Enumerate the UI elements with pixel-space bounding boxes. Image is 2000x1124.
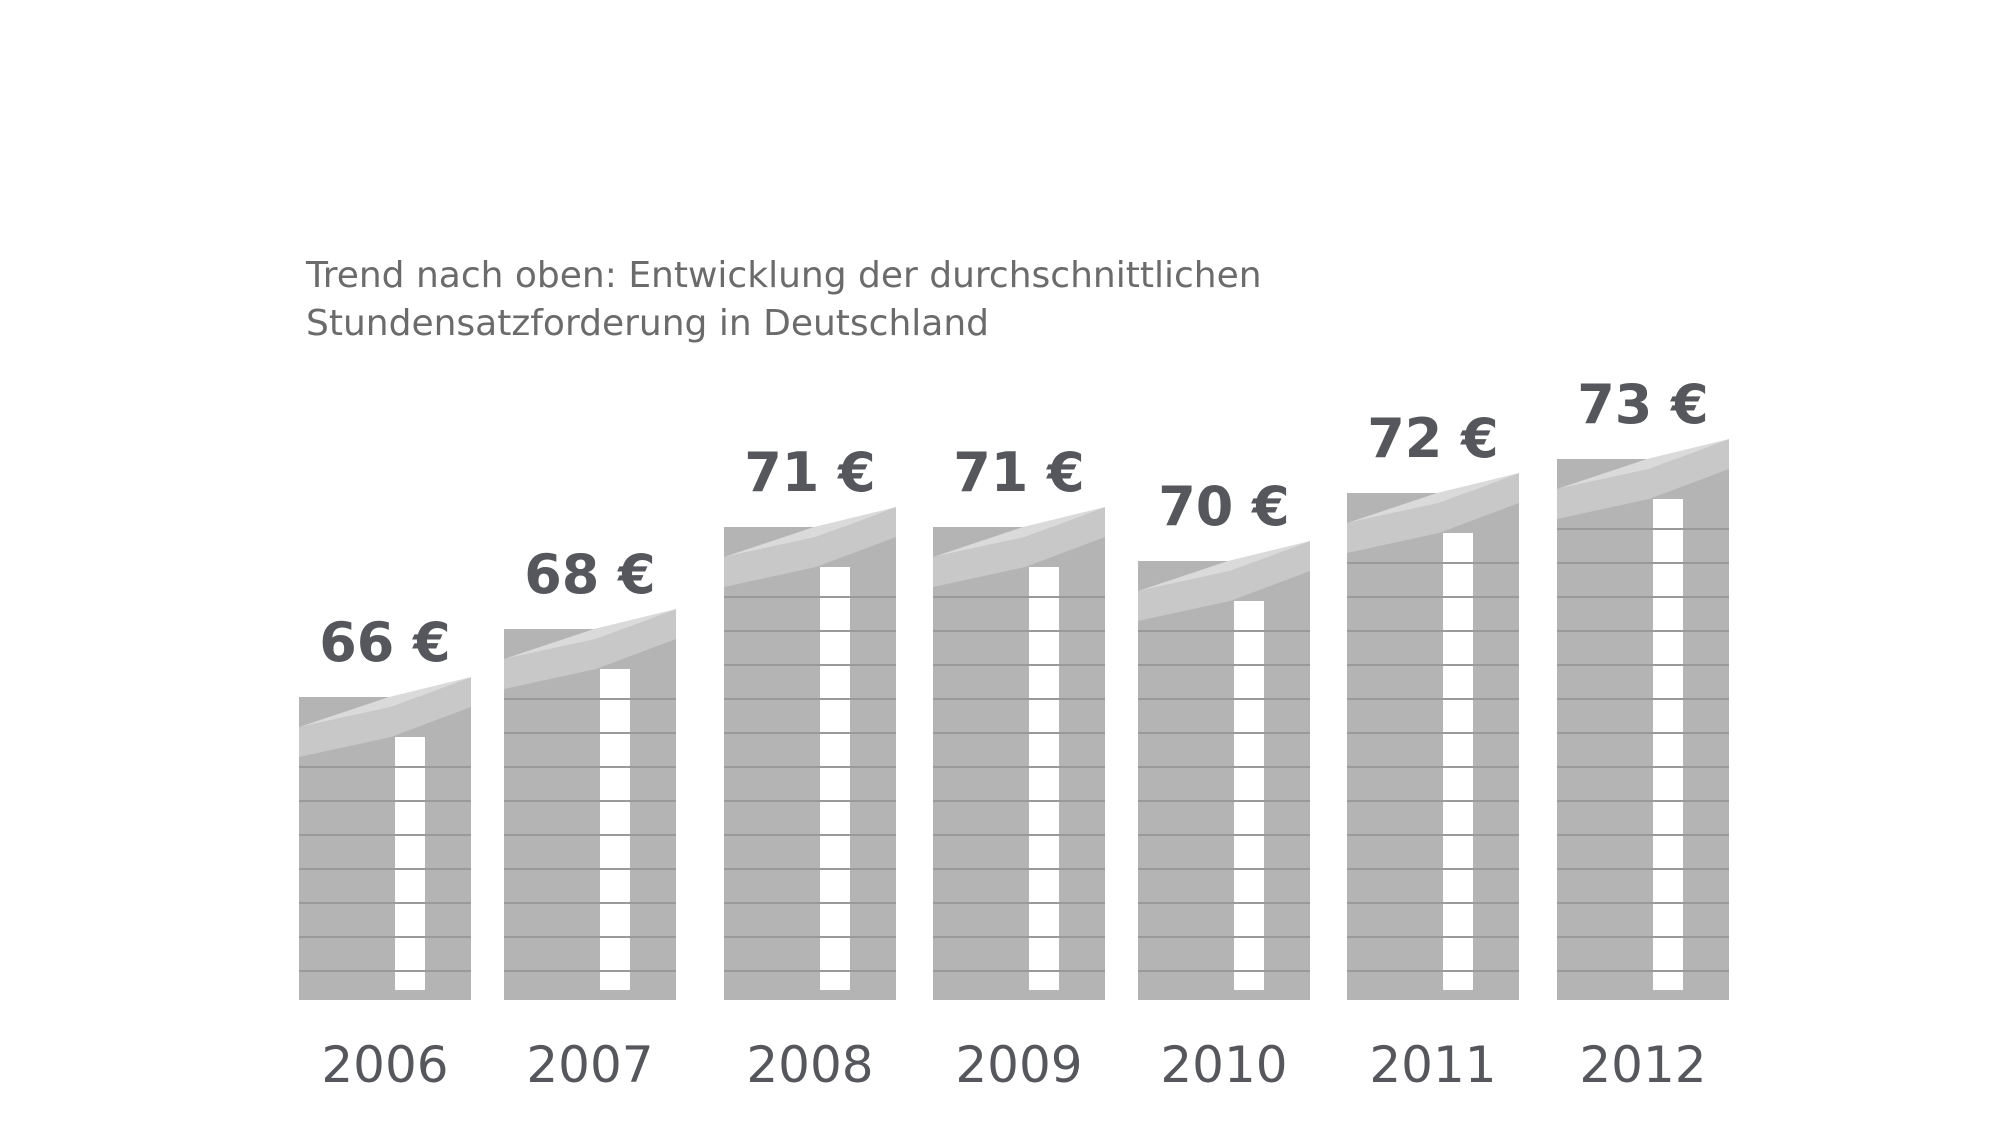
bar-top xyxy=(1138,541,1310,621)
value-label: 66 € xyxy=(319,611,451,674)
value-label: 73 € xyxy=(1577,373,1709,436)
band xyxy=(1234,601,1264,990)
value-label: 71 € xyxy=(744,441,876,504)
band xyxy=(1653,499,1683,990)
bar-top xyxy=(1138,541,1310,591)
bar xyxy=(933,527,1105,1000)
bar-top xyxy=(1557,439,1729,519)
x-tick-label: 2008 xyxy=(746,1036,873,1094)
bar-top xyxy=(504,609,676,689)
value-label: 70 € xyxy=(1158,475,1290,538)
bar-top xyxy=(724,507,896,557)
value-label: 68 € xyxy=(524,543,656,606)
bar-top xyxy=(1347,473,1519,523)
x-tick-label: 2007 xyxy=(526,1036,653,1094)
band xyxy=(395,737,425,990)
bar xyxy=(724,527,896,1000)
bar-top xyxy=(299,677,471,757)
band xyxy=(820,567,850,990)
value-label: 72 € xyxy=(1367,407,1499,470)
band xyxy=(1029,567,1059,990)
chart-title: Trend nach oben: Entwicklung der durchsc… xyxy=(306,255,1262,344)
band xyxy=(600,669,630,990)
bar-top xyxy=(1347,473,1519,553)
x-tick-label: 2012 xyxy=(1579,1036,1706,1094)
x-tick-label: 2009 xyxy=(955,1036,1082,1094)
x-tick-label: 2011 xyxy=(1369,1036,1496,1094)
bar xyxy=(504,629,676,1000)
bar-top xyxy=(724,507,896,587)
x-tick-label: 2006 xyxy=(321,1036,448,1094)
band xyxy=(1443,533,1473,990)
bar-top xyxy=(933,507,1105,557)
bar xyxy=(1557,459,1729,1000)
bar-top xyxy=(504,609,676,659)
value-label: 71 € xyxy=(953,441,1085,504)
x-tick-label: 2010 xyxy=(1160,1036,1287,1094)
bar xyxy=(1347,493,1519,1000)
bar-top xyxy=(1557,439,1729,489)
bar-top xyxy=(933,507,1105,587)
bar-top xyxy=(299,677,471,727)
bar xyxy=(1138,561,1310,1000)
